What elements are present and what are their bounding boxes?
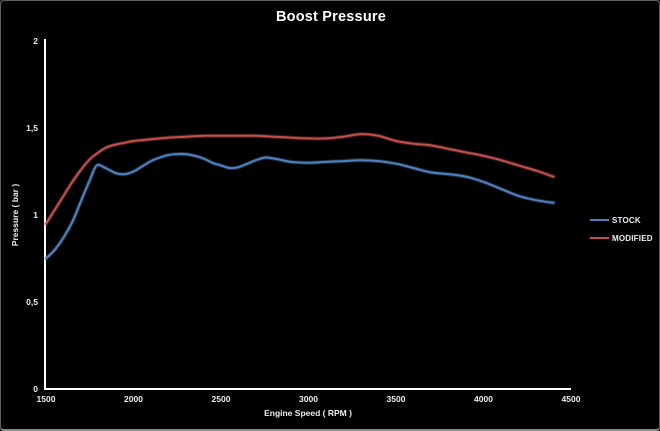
x-tick-label: 1500 — [36, 394, 56, 404]
legend-item-stock: STOCK — [590, 213, 653, 227]
chart-title: Boost Pressure — [276, 9, 386, 25]
legend-line-swatch-modified — [590, 237, 609, 239]
x-tick-label: 3000 — [299, 394, 318, 404]
y-tick-label: 1 — [33, 210, 38, 220]
x-tick-label: 4500 — [561, 394, 581, 404]
x-tick-label: 2000 — [124, 394, 143, 404]
y-tick-label: 1,5 — [26, 123, 38, 133]
legend-item-modified: MODIFIED — [590, 231, 653, 245]
x-tick-label: 3500 — [386, 394, 406, 404]
legend-label-modified: MODIFIED — [612, 233, 653, 243]
y-axis-title: Pressure ( bar ) — [10, 183, 20, 247]
series-glow-stock — [44, 151, 556, 261]
x-tick-label: 4000 — [474, 394, 493, 404]
series-line-stock — [45, 152, 555, 260]
legend: STOCK MODIFIED — [590, 213, 653, 249]
y-tick-label: 0,5 — [26, 297, 38, 307]
x-axis-title: Engine Speed ( RPM ) — [264, 408, 352, 418]
legend-label-stock: STOCK — [612, 215, 641, 225]
y-tick-label: 0 — [33, 384, 38, 394]
y-tick-label: 2 — [33, 36, 38, 46]
series-line-modified — [45, 133, 555, 225]
x-tick-label: 2500 — [211, 394, 231, 404]
legend-line-swatch-stock — [590, 219, 609, 221]
